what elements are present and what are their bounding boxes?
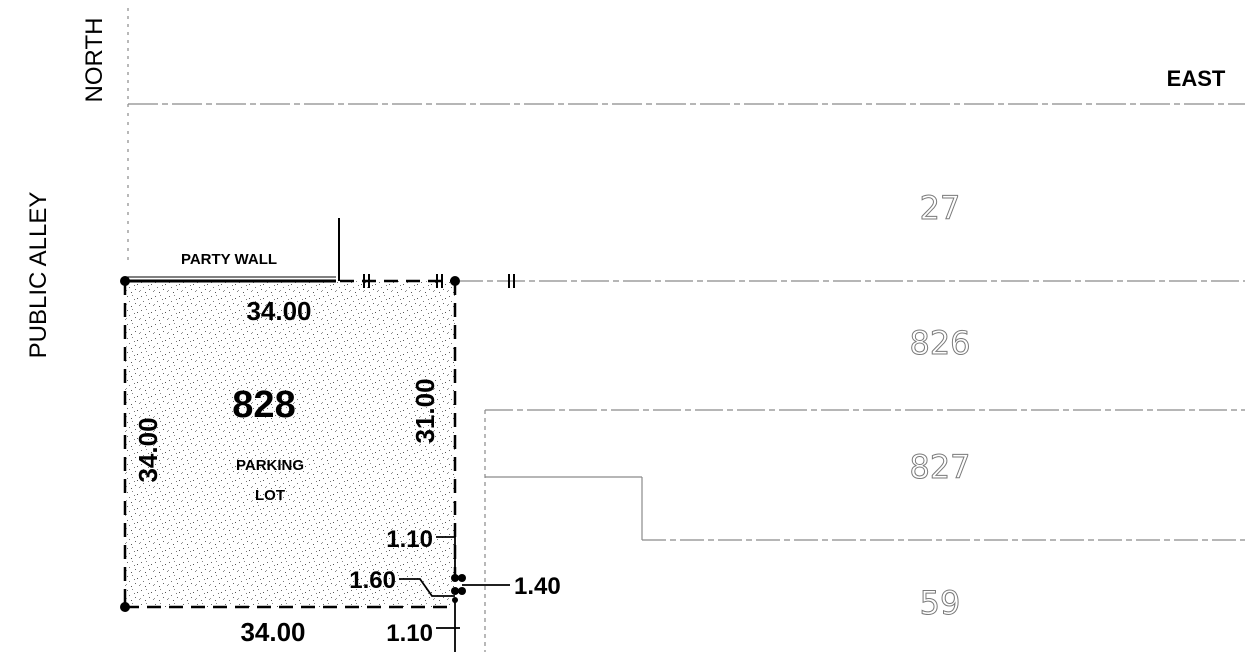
lot-number: 827 <box>909 448 970 486</box>
lot-number: 59 <box>920 584 961 622</box>
dimension-top: 34.00 <box>246 296 311 326</box>
parcel-use-line1: PARKING <box>236 457 304 474</box>
dimension-left: 34.00 <box>133 417 163 482</box>
east-label: EAST <box>1167 66 1226 91</box>
dimension-upper-offset: 1.10 <box>386 526 433 553</box>
north-label: NORTH <box>81 18 108 103</box>
dimension-mid-offset: 1.60 <box>349 567 396 594</box>
lot-number: 27 <box>920 189 961 227</box>
break-marks <box>363 274 515 288</box>
corner-points <box>120 276 466 612</box>
dimension-lower-offset: 1.10 <box>386 620 433 647</box>
dimension-bottom: 34.00 <box>240 617 305 647</box>
offset-leaders <box>399 536 510 652</box>
dimension-side-offset: 1.40 <box>514 573 561 600</box>
lot-lines <box>127 8 1245 652</box>
party-wall-label: PARTY WALL <box>181 251 277 268</box>
lot-number: 826 <box>909 324 970 362</box>
public-alley-label: PUBLIC ALLEY <box>25 192 52 359</box>
parcel-number: 828 <box>232 384 295 426</box>
dimension-right: 31.00 <box>410 378 440 443</box>
parcel-fill <box>125 281 455 607</box>
parcel-use-line2: LOT <box>255 487 285 504</box>
parcel-boundary <box>123 279 457 609</box>
party-wall <box>125 218 340 283</box>
